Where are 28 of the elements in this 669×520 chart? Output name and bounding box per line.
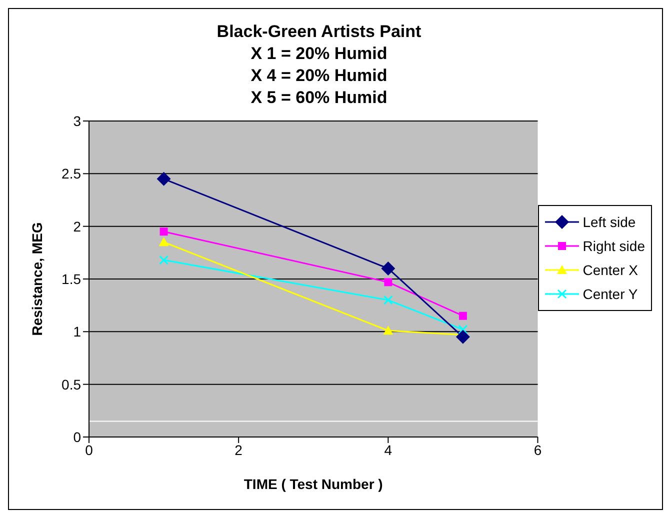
legend-label: Right side: [582, 238, 645, 254]
y-tick-label: 2.5: [62, 166, 82, 182]
chart-subtitle: X 1 = 20% Humid X 4 = 20% Humid X 5 = 60% Humid: [250, 43, 388, 109]
x-axis-title: TIME ( Test Number ): [244, 476, 383, 492]
legend-label: Center X: [582, 262, 638, 278]
legend-label: Center Y: [582, 286, 638, 302]
point: [160, 228, 168, 236]
y-tick-label: 0: [73, 428, 82, 445]
y-tick-label: 3: [73, 112, 82, 129]
point: [458, 312, 467, 320]
point: [456, 330, 470, 344]
point: [458, 324, 468, 334]
y-axis-title: Resistance, MEG: [28, 222, 45, 336]
chart-title: Black-Green Artists Paint: [216, 21, 422, 43]
point: [381, 261, 396, 276]
point: [384, 278, 392, 286]
y-tick-label: 2: [73, 218, 82, 234]
x-tick-label: 2: [234, 442, 243, 458]
point: [383, 295, 393, 305]
y-tick-label: 1.5: [62, 270, 82, 287]
y-tick-label: 0.5: [62, 376, 82, 392]
y-tick-label: 1: [73, 324, 82, 340]
x-tick-label: 6: [534, 442, 542, 458]
x-tick-label: 4: [384, 442, 392, 458]
point: [156, 172, 171, 186]
point: [159, 255, 169, 265]
x-tick-label: 0: [85, 442, 94, 458]
legend-label: Left side: [582, 214, 636, 230]
